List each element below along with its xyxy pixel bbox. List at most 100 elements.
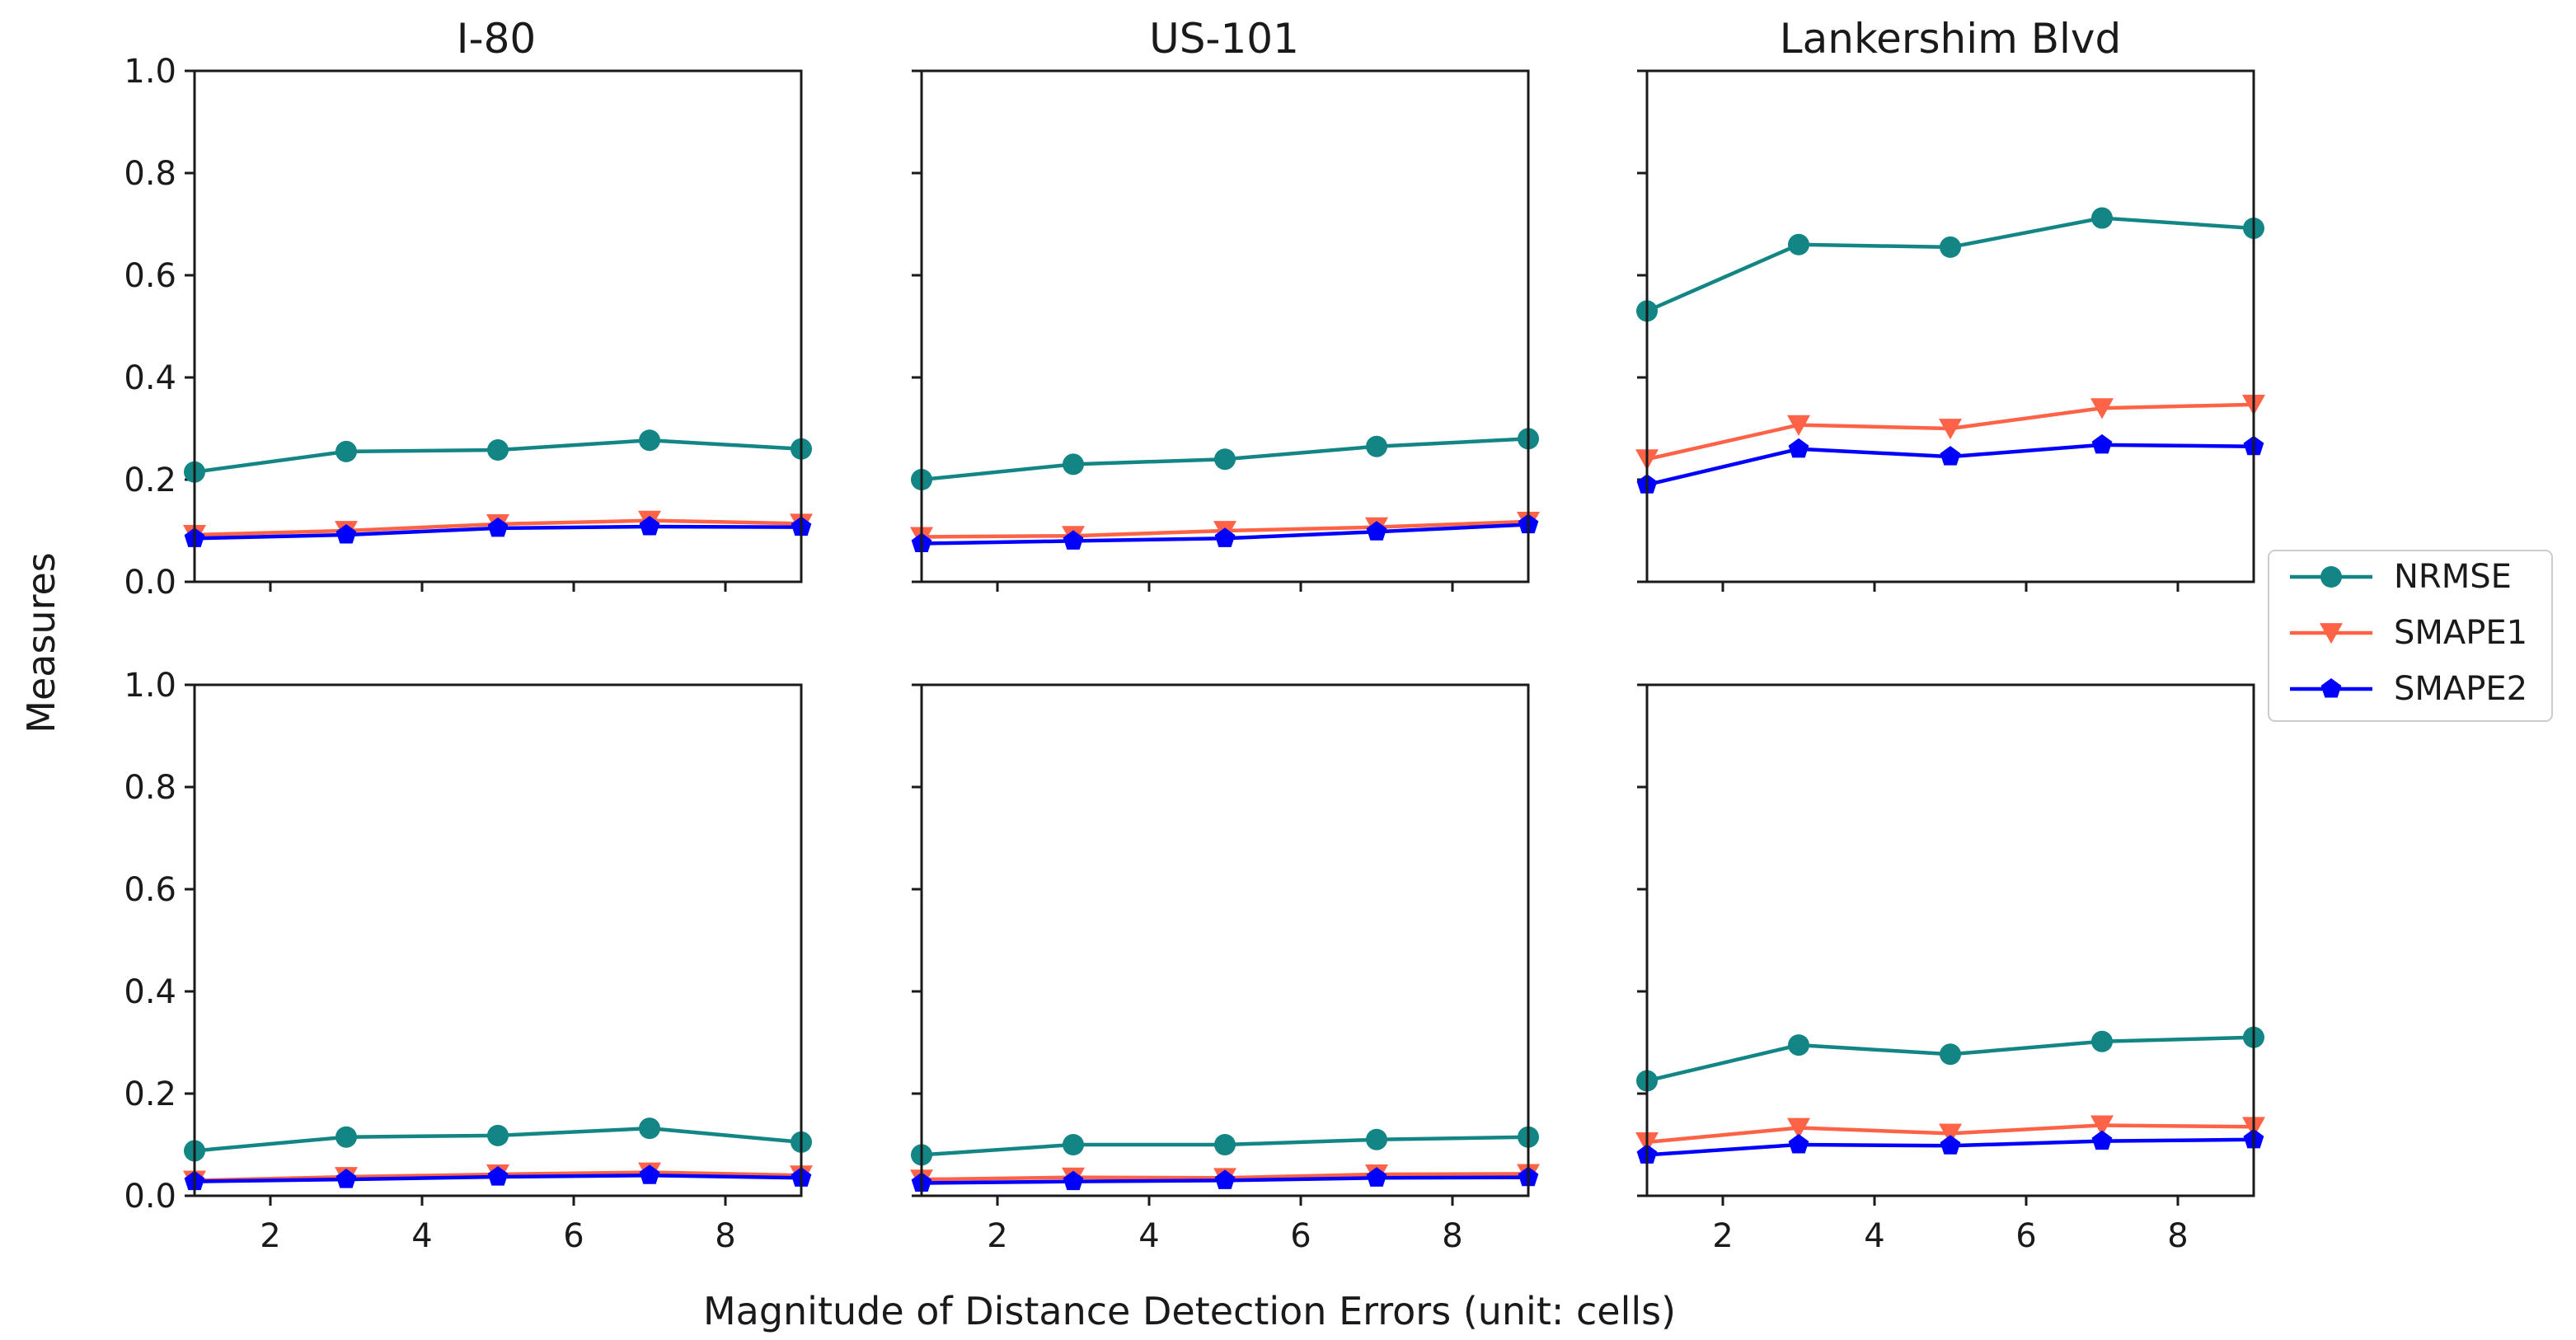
- y-tick-label: 0.6: [124, 257, 176, 295]
- panels-layer: 0.0 0.2 0.4 0.6 0.8 1.0 0.0 0.2 0.4 0.6 0.8 1.0 2 4 6 8…: [124, 53, 2265, 1255]
- panel-US-101-bottom: 2 4 6 8: [910, 683, 1540, 1255]
- y-tick-label: 0.4: [124, 359, 176, 397]
- x-tick-label: 6: [563, 1217, 584, 1255]
- x-tick-label: 6: [2015, 1217, 2036, 1255]
- data-point-smape2: [2091, 433, 2113, 454]
- data-point-smape2: [639, 516, 660, 536]
- panel-Lankershim-top: [1635, 69, 2265, 592]
- x-tick-label: 8: [715, 1217, 735, 1255]
- data-point-smape2: [639, 1164, 660, 1184]
- x-tick-label: 2: [260, 1217, 280, 1255]
- data-point-nrmse: [1214, 1134, 1236, 1155]
- data-point-nrmse: [1366, 1128, 1387, 1150]
- legend-marker-smape2: [2320, 678, 2342, 698]
- data-point-nrmse: [1063, 453, 1084, 476]
- panel-series-group: [183, 429, 813, 547]
- column-title-2: US-101: [1149, 15, 1299, 63]
- data-point-nrmse: [487, 439, 509, 462]
- y-tick-label: 1.0: [124, 667, 176, 705]
- y-tick-label: 0.0: [124, 564, 176, 602]
- data-point-nrmse: [639, 1117, 660, 1140]
- data-point-smape2: [1940, 446, 1961, 466]
- data-point-nrmse: [1940, 1043, 1961, 1066]
- data-point-smape2: [1063, 530, 1084, 550]
- x-tick-label: 8: [1442, 1217, 1462, 1255]
- data-point-smape2: [1214, 527, 1236, 547]
- y-tick-label: 0.6: [124, 871, 176, 909]
- panel-Lankershim-bottom: 2 4 6 8: [1635, 683, 2265, 1255]
- panel-series-group: [1635, 1026, 2265, 1164]
- y-axis-title: Measures: [19, 552, 63, 733]
- data-point-smape1: [2090, 398, 2114, 419]
- panel-series-group: [1635, 207, 2265, 494]
- data-point-nrmse: [2091, 1030, 2113, 1052]
- panel-frame: [920, 69, 1530, 583]
- x-tick-label: 8: [2167, 1217, 2188, 1255]
- data-point-smape1: [1939, 419, 1962, 440]
- data-point-smape2: [1366, 521, 1387, 541]
- data-point-smape1: [1787, 415, 1810, 436]
- data-point-smape1: [1787, 1117, 1810, 1139]
- x-tick-label: 2: [987, 1217, 1007, 1255]
- data-point-smape2: [487, 1166, 509, 1186]
- legend-marker-nrmse: [2320, 566, 2342, 588]
- data-point-nrmse: [1788, 233, 1809, 255]
- data-point-nrmse: [2091, 207, 2113, 229]
- panel-US-101-top: [910, 69, 1540, 592]
- x-tick-label: 2: [1712, 1217, 1733, 1255]
- data-point-smape2: [335, 1169, 357, 1188]
- data-point-nrmse: [1940, 236, 1961, 258]
- panel-frame: [193, 683, 803, 1197]
- y-tick-label: 1.0: [124, 53, 176, 91]
- y-tick-label: 0.2: [124, 1075, 176, 1113]
- data-point-nrmse: [1063, 1134, 1084, 1155]
- data-point-smape2: [487, 517, 509, 537]
- column-title-1: I-80: [457, 15, 536, 63]
- panel-series-group: [183, 1117, 813, 1192]
- y-tick-label: 0.4: [124, 973, 176, 1011]
- x-tick-label: 6: [1290, 1217, 1311, 1255]
- legend-label-smape1: SMAPE1: [2394, 614, 2527, 652]
- legend: NRMSE SMAPE1 SMAPE2: [2268, 550, 2553, 722]
- panel-series-group: [910, 1126, 1540, 1192]
- data-point-nrmse: [1366, 435, 1387, 457]
- data-point-smape2: [1940, 1135, 1961, 1155]
- legend-frame: [2268, 550, 2553, 722]
- data-point-nrmse: [639, 429, 660, 452]
- panel-series-group: [910, 428, 1540, 553]
- data-point-smape2: [1788, 438, 1809, 458]
- series-line-nrmse: [1646, 216, 2255, 313]
- data-point-nrmse: [1214, 448, 1236, 471]
- data-point-smape2: [1366, 1167, 1387, 1187]
- panel-I-80-top: 0.0 0.2 0.4 0.6 0.8 1.0: [124, 53, 813, 602]
- data-point-smape1: [2090, 1115, 2114, 1136]
- data-point-smape2: [335, 523, 357, 544]
- data-point-smape2: [1788, 1134, 1809, 1154]
- data-point-smape2: [1063, 1170, 1084, 1191]
- data-point-nrmse: [335, 440, 357, 462]
- y-tick-label: 0.8: [124, 769, 176, 807]
- column-title-3: Lankershim Blvd: [1780, 15, 2121, 63]
- data-point-nrmse: [1788, 1034, 1809, 1057]
- x-tick-label: 4: [411, 1217, 432, 1255]
- x-tick-label: 4: [1138, 1217, 1159, 1255]
- data-point-nrmse: [487, 1124, 509, 1146]
- panel-frame: [920, 683, 1530, 1197]
- legend-label-nrmse: NRMSE: [2394, 558, 2512, 596]
- data-point-smape2: [2091, 1130, 2113, 1150]
- legend-label-smape2: SMAPE2: [2394, 670, 2527, 708]
- panel-frame: [1645, 683, 2255, 1197]
- x-tick-label: 4: [1864, 1217, 1884, 1255]
- legend-marker-smape1: [2320, 623, 2343, 644]
- y-tick-label: 0.8: [124, 155, 176, 193]
- data-point-nrmse: [335, 1126, 357, 1148]
- panel-frame: [1645, 69, 2255, 583]
- panel-I-80-bottom: 0.0 0.2 0.4 0.6 0.8 1.0 2 4 6 8: [124, 667, 813, 1255]
- data-point-smape2: [1214, 1169, 1236, 1189]
- data-point-smape1: [1939, 1123, 1962, 1145]
- y-tick-label: 0.2: [124, 462, 176, 499]
- panel-frame: [193, 69, 803, 583]
- x-axis-title: Magnitude of Distance Detection Errors (…: [703, 1289, 1676, 1333]
- y-tick-label: 0.0: [124, 1178, 176, 1216]
